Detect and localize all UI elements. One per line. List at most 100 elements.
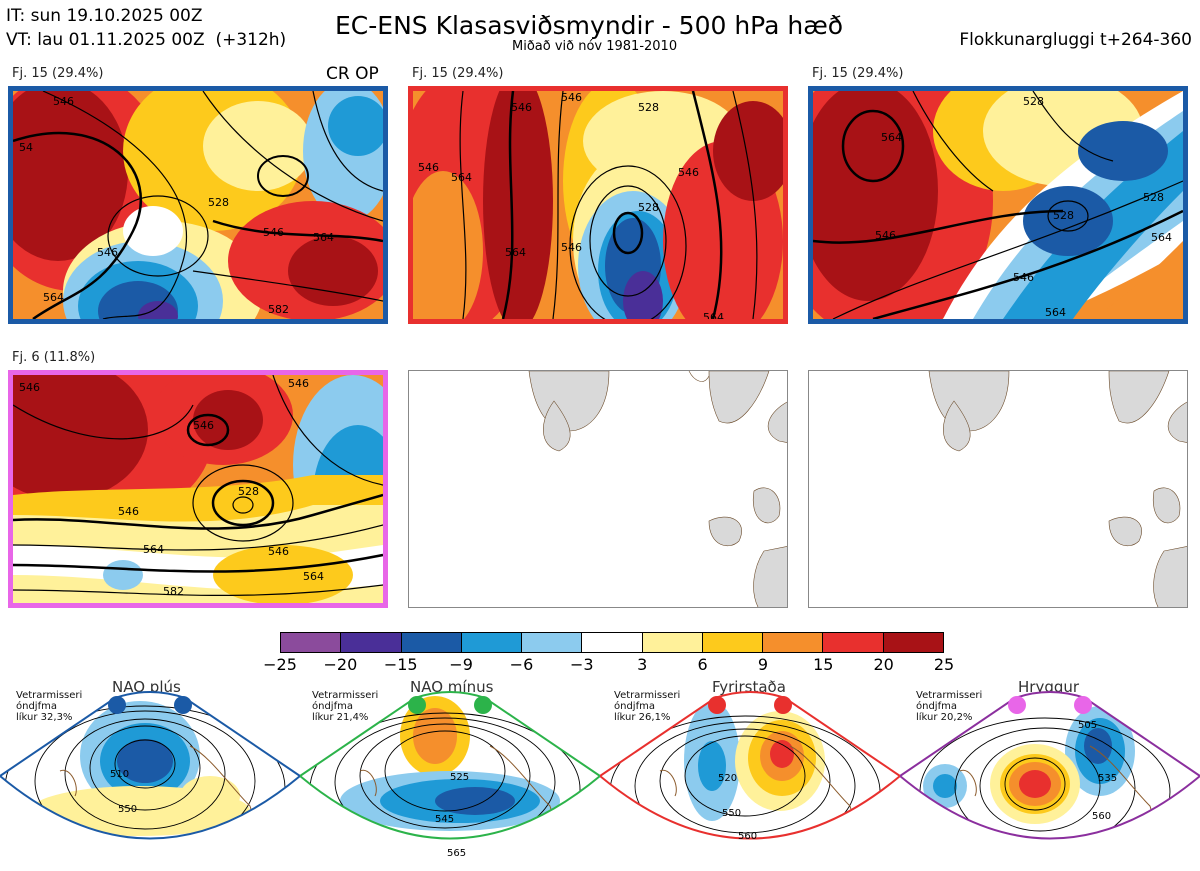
contour-label: 582 (268, 303, 289, 316)
regime-months: óndjfma (614, 701, 655, 712)
regime-probability: líkur 32,3% (16, 712, 73, 723)
regime-season: Vetrarmisseri (16, 690, 83, 701)
contour-label: 565 (447, 848, 467, 859)
cluster-1-map[interactable]: 546 528 546 564 564 546 54 582 (8, 86, 388, 324)
contour-label: 546 (193, 419, 214, 432)
regime-fan (600, 691, 902, 840)
cluster-3-field (813, 91, 1183, 319)
lead-time: (+312h) (215, 30, 287, 50)
contour-label: 564 (303, 570, 324, 583)
contour-label: 520 (718, 773, 738, 784)
issue-time: IT: sun 19.10.2025 00Z (6, 6, 203, 26)
valid-time-row: VT: lau 01.11.2025 00Z (+312h) (6, 30, 286, 50)
page-title: EC-ENS Klasasviðsmyndir - 500 hPa hæð (335, 11, 844, 40)
cluster-1-label: Fj. 15 (29.4%) (12, 66, 104, 81)
contour-label: 564 (703, 311, 724, 324)
colorbar-tick-label: 6 (697, 655, 708, 674)
cluster-4-field (13, 375, 383, 603)
contour-label: 545 (435, 814, 455, 825)
regime-probability: líkur 26,1% (614, 712, 671, 723)
contour-label: 54 (19, 141, 33, 154)
colorbar-tick-label: 15 (813, 655, 834, 674)
colorbar-tick-label: −3 (570, 655, 594, 674)
cluster-4-label: Fj. 6 (11.8%) (12, 350, 96, 365)
contour-label: 535 (1098, 773, 1118, 784)
contour-label: 528 (1143, 191, 1164, 204)
colorbar-tick-label: −15 (383, 655, 418, 674)
colorbar-tick-label: −9 (449, 655, 473, 674)
coastline-map-1 (409, 371, 787, 607)
cluster-3-map[interactable]: 564 528 546 528 546 564 528 564 (808, 86, 1188, 324)
contour-label: 564 (143, 543, 164, 556)
colorbar-swatch (281, 633, 341, 652)
cluster-2-map[interactable]: 546 546 564 546 564 528 546 528 546 564 (408, 86, 788, 324)
regime-name: Fyrirstaða (712, 678, 786, 696)
regime-info: Vetrarmisseri óndjfma líkur 32,3% (16, 690, 82, 723)
colorbar-tick-label: 25 (933, 655, 955, 674)
contour-label: 510 (110, 769, 130, 780)
contour-label: 528 (238, 485, 259, 498)
contour-label: 560 (738, 831, 758, 842)
colorbar-tick-label: 20 (873, 655, 894, 674)
contour-label: 560 (1092, 811, 1112, 822)
regime-season: Vetrarmisseri (614, 690, 681, 701)
colorbar-swatch (701, 633, 763, 652)
regime-nao-minus[interactable]: NAO mínus Vetrarmisseri óndjfma líkur 21… (300, 676, 602, 871)
contour-label: 528 (638, 201, 659, 214)
contour-label: 546 (418, 161, 439, 174)
contour-label: 546 (268, 545, 289, 558)
regime-fan (0, 691, 302, 840)
empty-map-2 (808, 370, 1188, 608)
contour-label: 564 (505, 246, 526, 259)
contour-label: 564 (451, 171, 472, 184)
page-subtitle: Miðað við nóv 1981-2010 (512, 39, 678, 54)
contour-label: 525 (450, 772, 470, 783)
colorbar (280, 632, 944, 653)
colorbar-swatch (762, 633, 823, 652)
colorbar-swatch (882, 633, 943, 652)
contour-label: 546 (263, 226, 284, 239)
contour-label: 546 (288, 377, 309, 390)
cluster-2-label: Fj. 15 (29.4%) (412, 66, 504, 81)
cluster-3-label: Fj. 15 (29.4%) (812, 66, 904, 81)
regime-info: Vetrarmisseri óndjfma líkur 26,1% (614, 690, 680, 723)
regime-fan (900, 691, 1200, 840)
cluster-1-field (13, 91, 383, 319)
contour-label: 564 (43, 291, 64, 304)
regime-info: Vetrarmisseri óndjfma líkur 20,2% (916, 690, 982, 723)
colorbar-tick-label: −6 (509, 655, 534, 674)
contour-label: 528 (208, 196, 229, 209)
contour-label: 564 (1151, 231, 1172, 244)
cluster-4-map[interactable]: 546 546 528 546 546 564 564 582 546 (8, 370, 388, 608)
contour-label: 546 (53, 95, 74, 108)
contour-label: 546 (561, 241, 582, 254)
contour-label: 505 (1078, 720, 1098, 731)
contour-label: 546 (875, 229, 896, 242)
colorbar-swatch (822, 633, 883, 652)
contour-label: 528 (1053, 209, 1074, 222)
regime-blocking[interactable]: Fyrirstaða Vetrarmisseri óndjfma líkur 2… (600, 676, 902, 871)
regime-probability: líkur 20,2% (916, 712, 973, 723)
regime-name: NAO plús (112, 678, 181, 696)
colorbar-swatch (460, 633, 522, 652)
regime-months: óndjfma (16, 701, 57, 712)
contour-label: 546 (561, 91, 582, 104)
valid-time: VT: lau 01.11.2025 00Z (6, 30, 205, 50)
regime-season: Vetrarmisseri (916, 690, 983, 701)
contour-label: 564 (313, 231, 334, 244)
regime-ridge[interactable]: Hryggur Vetrarmisseri óndjfma líkur 20,2… (900, 676, 1200, 871)
regime-nao-plus[interactable]: NAO plús Vetrarmisseri óndjfma líkur 32,… (0, 676, 302, 871)
colorbar-tick-label: 3 (637, 655, 648, 674)
regime-name: Hryggur (1018, 678, 1080, 696)
colorbar-tick-label: −25 (263, 655, 297, 674)
colorbar-swatch (581, 633, 642, 652)
colorbar-swatch (400, 633, 461, 652)
contour-label: 546 (19, 381, 40, 394)
contour-label: 564 (881, 131, 902, 144)
regime-months: óndjfma (312, 701, 353, 712)
regime-season: Vetrarmisseri (312, 690, 379, 701)
contour-label: 550 (722, 808, 742, 819)
contour-label: 546 (511, 101, 532, 114)
regime-fan (300, 691, 602, 840)
contour-label: 528 (638, 101, 659, 114)
